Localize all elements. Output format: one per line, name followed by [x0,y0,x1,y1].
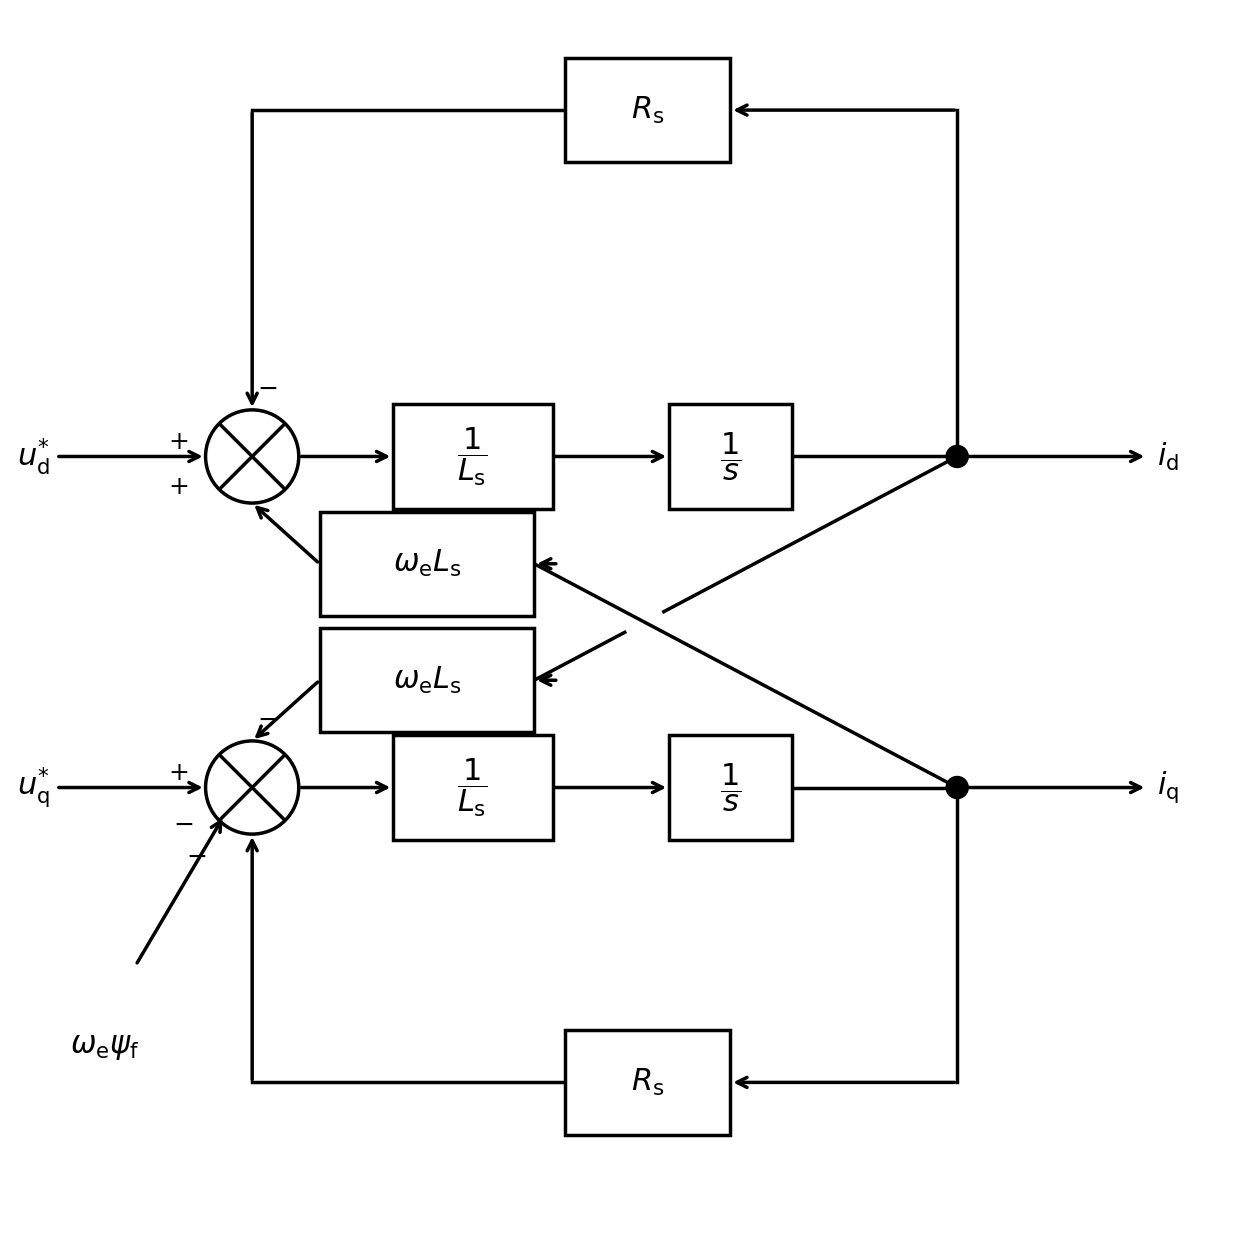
Text: $\dfrac{1}{s}$: $\dfrac{1}{s}$ [719,430,742,483]
Text: $-$: $-$ [186,845,206,868]
Text: $\omega_{\mathrm{e}}L_{\mathrm{s}}$: $\omega_{\mathrm{e}}L_{\mathrm{s}}$ [393,549,461,580]
Text: $R_{\mathrm{s}}$: $R_{\mathrm{s}}$ [631,95,665,126]
FancyBboxPatch shape [393,735,553,840]
FancyBboxPatch shape [320,511,534,616]
Text: $+$: $+$ [169,429,188,454]
Text: $+$: $+$ [169,475,188,499]
FancyBboxPatch shape [670,404,791,509]
Text: $-$: $-$ [257,707,277,731]
Text: $-$: $-$ [257,376,277,399]
FancyBboxPatch shape [670,735,791,840]
FancyBboxPatch shape [320,628,534,733]
Text: $\dfrac{1}{s}$: $\dfrac{1}{s}$ [719,761,742,814]
Circle shape [946,776,968,799]
FancyBboxPatch shape [393,404,553,509]
Text: $\omega_{\mathrm{e}}\psi_{\mathrm{f}}$: $\omega_{\mathrm{e}}\psi_{\mathrm{f}}$ [71,1033,140,1061]
Text: $-$: $-$ [174,812,193,836]
Circle shape [946,445,968,468]
Text: $\dfrac{1}{L_{\mathrm{s}}}$: $\dfrac{1}{L_{\mathrm{s}}}$ [458,425,489,488]
Text: $\omega_{\mathrm{e}}L_{\mathrm{s}}$: $\omega_{\mathrm{e}}L_{\mathrm{s}}$ [393,664,461,695]
Text: $i_{\mathrm{d}}$: $i_{\mathrm{d}}$ [1157,440,1179,473]
Text: $u_{\mathrm{q}}^{*}$: $u_{\mathrm{q}}^{*}$ [17,765,50,810]
FancyBboxPatch shape [565,58,730,162]
FancyBboxPatch shape [565,1030,730,1135]
Text: $R_{\mathrm{s}}$: $R_{\mathrm{s}}$ [631,1067,665,1098]
Text: $u_{\mathrm{d}}^{*}$: $u_{\mathrm{d}}^{*}$ [17,435,50,476]
Text: $+$: $+$ [169,761,188,785]
Text: $i_{\mathrm{q}}$: $i_{\mathrm{q}}$ [1157,770,1179,805]
Text: $\dfrac{1}{L_{\mathrm{s}}}$: $\dfrac{1}{L_{\mathrm{s}}}$ [458,756,489,819]
